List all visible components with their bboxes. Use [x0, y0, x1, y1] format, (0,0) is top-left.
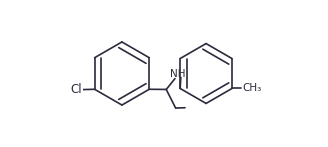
Text: NH: NH: [170, 69, 186, 79]
Text: Cl: Cl: [71, 83, 82, 96]
Text: CH₃: CH₃: [242, 83, 262, 93]
